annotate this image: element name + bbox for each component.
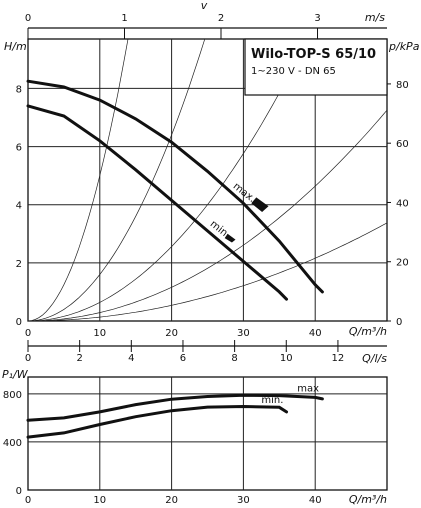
velocity-tick-label: 2 xyxy=(218,13,224,24)
head-x-tick-label: 20 xyxy=(165,328,178,339)
velocity-axis-unit: m/s xyxy=(365,11,385,24)
flow-ls-tick-label: 8 xyxy=(231,353,237,364)
power-x-tick-label: 10 xyxy=(93,495,106,506)
power-axis-label: P₁/W xyxy=(2,368,29,381)
system-curve xyxy=(28,109,388,322)
system-curve xyxy=(28,222,388,322)
power-x-tick-label: 0 xyxy=(25,495,31,506)
pressure-tick-label: 20 xyxy=(396,258,409,269)
head-y-tick-label: 2 xyxy=(16,259,22,270)
head-x-tick-label: 0 xyxy=(25,328,31,339)
head-y-tick-label: 0 xyxy=(16,317,22,328)
power-curve-min-label: min. xyxy=(261,395,283,406)
power-x-tick-label: 40 xyxy=(309,495,322,506)
power-y-tick-label: 400 xyxy=(3,438,22,449)
power-curve-max xyxy=(26,393,324,422)
flow-ls-tick-label: 12 xyxy=(332,353,345,364)
chart-subtitle: 1~230 V - DN 65 xyxy=(251,66,336,77)
flow-ls-axis-label: Q/l/s xyxy=(362,352,387,365)
head-y-tick-label: 6 xyxy=(16,143,22,154)
min-setting-marker xyxy=(224,233,236,243)
head-x-tick-label: 30 xyxy=(237,328,250,339)
system-curve xyxy=(27,38,129,322)
flow-ls-tick-label: 0 xyxy=(25,353,31,364)
velocity-tick-label: 1 xyxy=(121,13,127,24)
head-y-tick-label: 4 xyxy=(16,201,22,212)
pressure-tick-label: 0 xyxy=(396,317,402,328)
max-setting-marker xyxy=(251,197,269,212)
pressure-axis-label: p/kPa xyxy=(388,40,420,53)
system-curve xyxy=(27,38,206,322)
pressure-tick-label: 60 xyxy=(396,139,409,150)
flow-ls-tick-label: 2 xyxy=(76,353,82,364)
head-x-tick-label: 10 xyxy=(93,328,106,339)
head-x-tick-label: 40 xyxy=(309,328,322,339)
pressure-tick-label: 80 xyxy=(396,80,409,91)
title-box xyxy=(244,38,388,96)
chart-title: Wilo-TOP-S 65/10 xyxy=(251,47,376,62)
head-chart-frame xyxy=(27,38,388,322)
velocity-axis-letter: v xyxy=(201,0,208,12)
power-curve-min xyxy=(26,404,288,439)
power-y-tick-label: 800 xyxy=(3,390,22,401)
power-curve-max-label: max xyxy=(297,383,319,394)
velocity-tick-label: 3 xyxy=(314,13,320,24)
power-chart-frame xyxy=(27,376,388,491)
power-x-tick-label: 30 xyxy=(237,495,250,506)
velocity-tick-label: 0 xyxy=(25,13,31,24)
head-x-axis-label: Q/m³/h xyxy=(349,325,387,338)
flow-ls-tick-label: 10 xyxy=(280,353,293,364)
flow-ls-axis: 0 2 4 6 8 10 12 Q/l/s xyxy=(25,340,387,365)
head-y-tick-label: 8 xyxy=(16,84,22,95)
velocity-axis: 0 1 2 3 v m/s xyxy=(25,0,387,39)
head-curve-min xyxy=(26,104,288,301)
power-y-tick-label: 0 xyxy=(16,486,22,497)
power-x-axis-label: Q/m³/h xyxy=(349,493,387,506)
head-axis-label: H/m xyxy=(4,40,27,53)
system-curve xyxy=(28,38,308,322)
pressure-tick-label: 40 xyxy=(396,198,409,209)
flow-ls-tick-label: 4 xyxy=(128,353,134,364)
head-curve-max xyxy=(26,79,324,294)
flow-ls-tick-label: 6 xyxy=(180,353,186,364)
power-x-tick-label: 20 xyxy=(165,495,178,506)
